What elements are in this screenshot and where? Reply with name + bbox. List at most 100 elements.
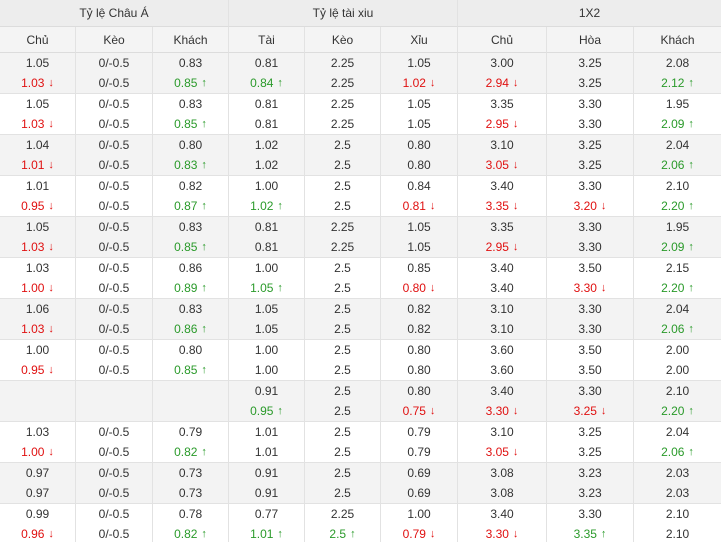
odds-value: 1.00 [21,281,45,296]
odds-cell: 2.5 [305,278,381,299]
odds-value: 0.86 [174,322,198,337]
odds-value: 0.83 [174,158,198,173]
trend-arrow-down: ↓ [429,282,436,295]
column-header: Hòa [547,27,634,53]
odds-value: 2.20 [661,404,685,419]
odds-cell: 2.5 [305,422,381,443]
odds-cell: 2.12 ↑ [634,73,721,94]
odds-cell: 3.60 [458,340,547,361]
odds-cell: 1.03 ↓ [0,319,76,340]
trend-arrow-down: ↓ [48,446,54,459]
column-header: Khách [153,27,229,53]
odds-cell: 0.91 [229,381,305,402]
trend-arrow-up: ↑ [688,200,694,213]
odds-cell: 2.08 [634,53,721,74]
odds-cell: 1.05 [0,53,76,74]
odds-cell: 3.25 ↓ [547,401,634,422]
odds-cell: 1.00 [229,340,305,361]
trend-arrow-up: ↑ [201,159,207,172]
odds-value: 2.20 [661,199,685,214]
odds-cell: 1.05 [381,237,458,258]
odds-cell: 0.69 [381,483,458,504]
odds-cell: 2.00 [665,343,690,358]
odds-cell: 1.00 [229,258,305,279]
odds-cell: 1.06 [0,299,76,320]
odds-cell: 2.5 [305,401,381,422]
odds-cell: 0.85 ↑ [153,114,229,135]
odds-value: 1.05 [250,281,274,296]
empty-cell [0,401,76,422]
odds-cell: 0/-0.5 [76,53,153,74]
odds-value: 2.20 [661,281,685,296]
odds-value: 1.03 [21,76,45,91]
odds-cell: 3.35 ↓ [458,196,547,217]
odds-cell: 0/-0.5 [76,176,153,197]
odds-cell: 3.30 [547,237,634,258]
odds-cell: 0.83 [153,53,229,74]
odds-cell: 2.03 [634,483,721,504]
odds-cell: 3.25 [547,422,634,443]
odds-value: 0.89 [174,281,198,296]
odds-cell: 2.5 [305,483,381,504]
odds-cell: 1.00 [229,360,305,381]
trend-arrow-down: ↓ [48,323,54,336]
odds-cell: 0.75 ↓ [381,401,458,422]
odds-cell: 2.5 [305,463,381,484]
odds-cell: 0.79 [153,422,229,443]
odds-cell: 3.30 ↓ [458,401,547,422]
odds-cell: 0.84 [381,176,458,197]
odds-cell: 0.81 ↓ [381,196,458,217]
odds-cell: 3.30 ↓ [547,278,634,299]
odds-cell: 3.30 ↓ [458,524,547,542]
odds-cell: 2.04 [634,135,721,156]
odds-cell: 0/-0.5 [76,463,153,484]
odds-cell: 1.00 ↓ [0,278,76,299]
column-header: Kèo [76,27,153,53]
odds-cell: 0.81 [229,94,305,115]
odds-cell: 1.00 [381,504,458,525]
odds-value: 0.85 [174,240,198,255]
odds-cell: 3.00 [458,53,547,74]
odds-cell: 3.10 [458,135,547,156]
odds-cell: 0.87 ↑ [153,196,229,217]
odds-cell: 2.5 [305,196,381,217]
odds-cell: 0.80 [153,135,229,156]
odds-cell: 3.30 [547,114,634,135]
odds-value: 3.30 [485,527,509,542]
odds-cell: 1.05 [381,217,458,238]
odds-cell: 3.25 [547,73,634,94]
odds-cell: 0.83 [153,299,229,320]
trend-arrow-down: ↓ [48,282,54,295]
odds-cell: 2.5 [305,360,381,381]
trend-arrow-down: ↓ [512,118,519,131]
odds-cell: 1.01 [0,176,76,197]
odds-cell: 0.82 ↑ [153,442,229,463]
column-header: Tài [229,27,305,53]
trend-arrow-down: ↓ [48,200,54,213]
odds-cell: 1.01 [229,442,305,463]
trend-arrow-up: ↑ [688,159,694,172]
column-header: Chủ [0,27,76,53]
odds-cell: 0/-0.5 [76,442,153,463]
odds-cell: 0.69 [381,463,458,484]
odds-cell: 3.35 ↑ [547,524,634,542]
odds-cell: 0.82 ↑ [153,524,229,542]
odds-value: 0.96 [21,527,45,542]
odds-cell: 3.30 [547,299,634,320]
odds-cell: 0/-0.5 [76,237,153,258]
empty-cell [153,401,229,422]
odds-cell: 3.25 [547,135,634,156]
odds-value: 3.05 [485,445,509,460]
odds-cell: 1.05 ↑ [229,278,305,299]
odds-value: 1.03 [21,322,45,337]
odds-cell: 3.05 ↓ [458,155,547,176]
odds-value: 0.87 [174,199,198,214]
odds-cell: 2.5 [305,299,381,320]
odds-cell: 0/-0.5 [76,422,153,443]
odds-value: 2.5 [329,527,347,542]
trend-arrow-up: ↑ [688,446,694,459]
odds-cell: 3.23 [547,483,634,504]
column-header: Xỉu [381,27,458,53]
odds-cell: 2.09 ↑ [634,115,721,135]
